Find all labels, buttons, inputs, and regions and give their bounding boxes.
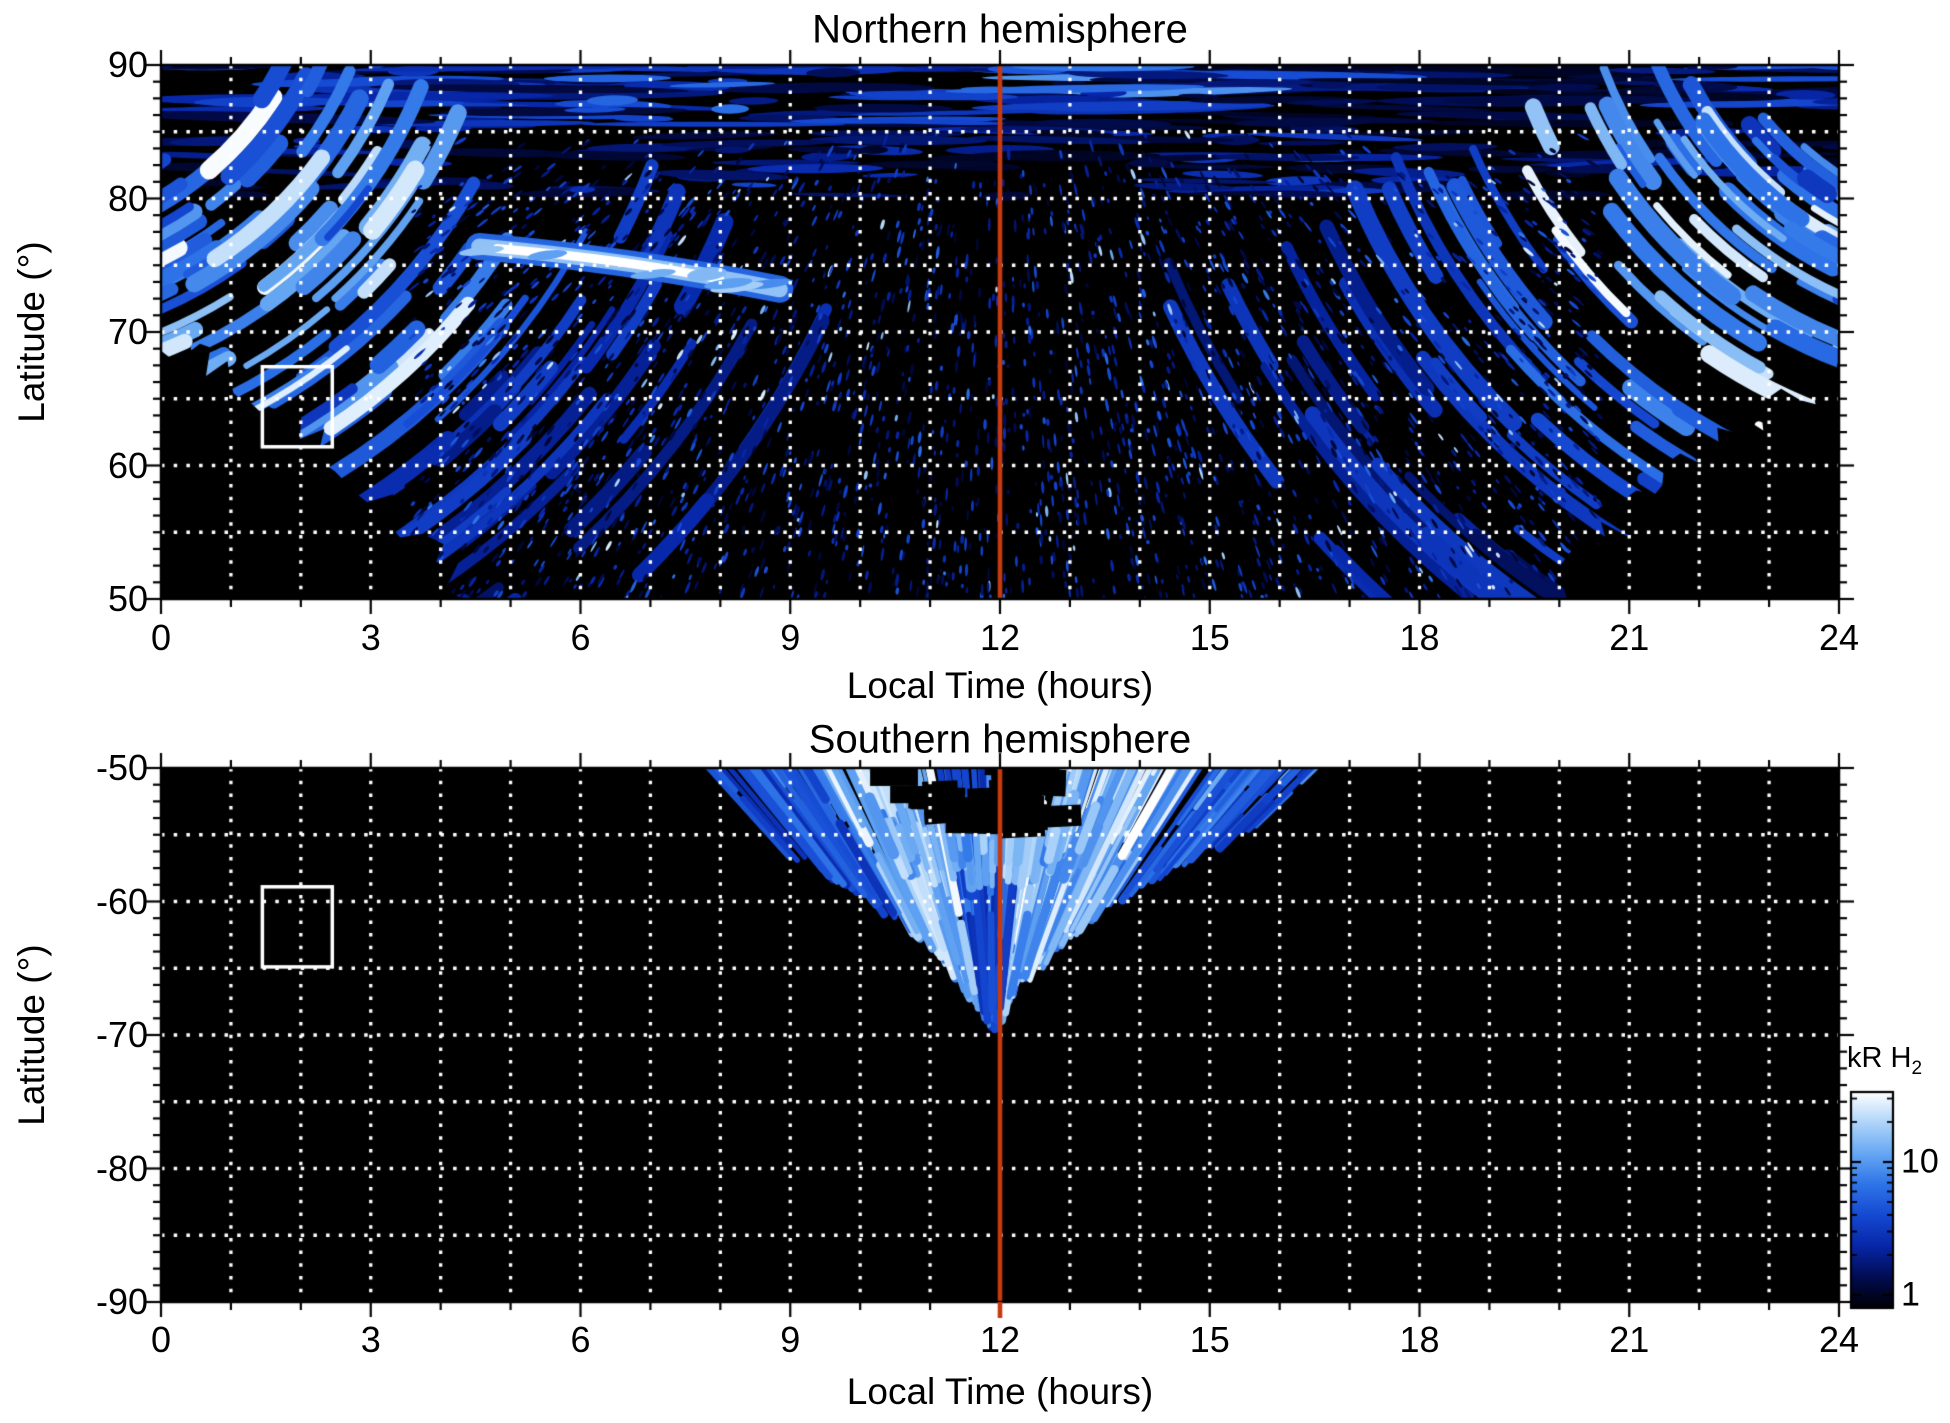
north-x-tick-label: 12 [979,617,1021,658]
north-y-tick-label: 60 [107,444,148,486]
south-ylabel: Latitude (°) [11,944,52,1126]
south-y-tick-label: -90 [95,1281,148,1322]
south-x-tick-label: 0 [150,1319,172,1360]
north-y-tick-label: 80 [107,177,148,219]
south-y-tick-label: -50 [95,747,148,788]
south-x-tick-label: 9 [780,1319,801,1360]
north-x-tick-label: 21 [1609,617,1650,658]
south-x-tick-label: 3 [360,1319,381,1360]
south-y-tick-label: -80 [95,1147,148,1189]
south-y-tick-label: -70 [95,1014,148,1055]
north-xlabel: Local Time (hours) [846,665,1154,706]
south-x-tick-label: 24 [1818,1319,1860,1360]
colorbar-label-text: kR H [1847,1042,1912,1074]
south-x-tick-label: 6 [570,1319,591,1360]
south-title: Southern hemisphere [808,717,1192,762]
colorbar-label: kR H2 [1847,1042,1922,1080]
north-title: Northern hemisphere [812,7,1188,52]
north-x-tick-label: 18 [1399,617,1440,658]
south-y-tick-label: -60 [95,880,148,922]
south-x-tick-label: 21 [1609,1319,1650,1360]
north-y-tick-label: 70 [107,311,148,352]
south-x-tick-label: 12 [979,1319,1021,1360]
southern-hemisphere-panel [161,768,1839,1302]
north-x-tick-label: 6 [570,617,591,658]
north-y-tick-label: 50 [107,578,148,619]
north-x-tick-label: 9 [780,617,801,658]
north-x-tick-label: 0 [150,617,172,658]
colorbar-tick-label: 10 [1901,1142,1939,1181]
north-x-tick-label: 24 [1818,617,1860,658]
north-y-tick-label: 90 [107,44,148,85]
colorbar-tick-label: 1 [1901,1275,1920,1314]
north-x-tick-label: 15 [1189,617,1230,658]
north-ylabel: Latitude (°) [11,241,52,423]
south-xlabel: Local Time (hours) [846,1371,1154,1412]
north-x-tick-label: 3 [360,617,381,658]
northern-hemisphere-panel [161,65,1839,599]
colorbar-label-subscript: 2 [1911,1057,1923,1079]
south-x-tick-label: 15 [1189,1319,1230,1360]
south-x-tick-label: 18 [1399,1319,1440,1360]
